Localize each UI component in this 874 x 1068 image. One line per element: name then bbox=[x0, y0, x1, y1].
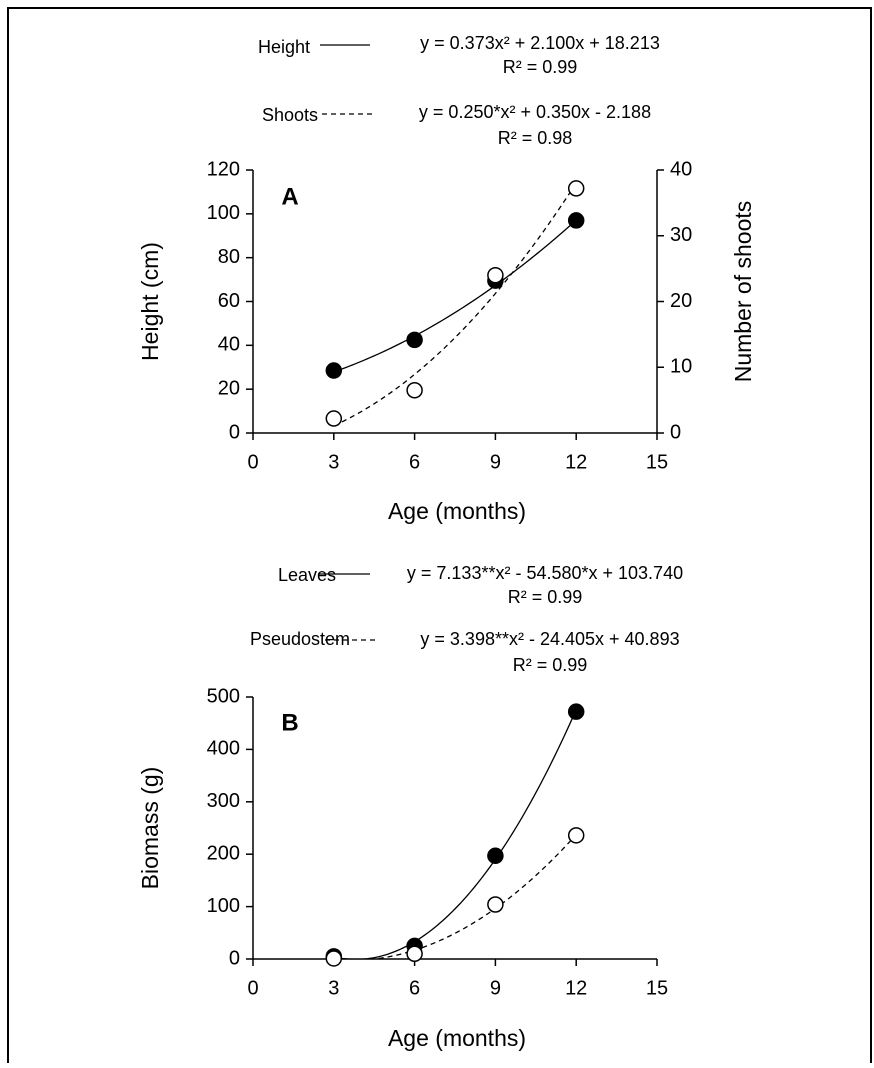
x-tick-label: 9 bbox=[490, 451, 501, 473]
data-point bbox=[567, 212, 585, 229]
legend-label: Leaves bbox=[278, 565, 336, 585]
y-tick-label: 200 bbox=[207, 842, 240, 864]
y-tick-label: 60 bbox=[218, 290, 240, 312]
x-tick-label: 12 bbox=[565, 977, 587, 999]
x-tick-label: 15 bbox=[646, 977, 668, 999]
x-tick-label: 12 bbox=[565, 451, 587, 473]
data-point bbox=[487, 266, 504, 284]
data-point bbox=[487, 896, 504, 913]
fit-curve bbox=[368, 834, 577, 959]
panel-label: B bbox=[281, 709, 298, 736]
x-tick-label: 6 bbox=[409, 451, 420, 473]
fit-r2: R² = 0.99 bbox=[508, 587, 583, 607]
x-tick-label: 0 bbox=[247, 977, 258, 999]
y-tick-label: 120 bbox=[207, 158, 240, 180]
data-point bbox=[406, 945, 423, 963]
y-tick-label: 20 bbox=[218, 377, 240, 399]
data-point bbox=[487, 847, 504, 865]
x-tick-label: 3 bbox=[328, 977, 339, 999]
data-point bbox=[406, 382, 423, 399]
legend-label: Height bbox=[258, 37, 310, 57]
fit-r2: R² = 0.99 bbox=[513, 655, 588, 675]
legend-label: Pseudostem bbox=[250, 629, 350, 649]
data-point bbox=[406, 331, 423, 349]
plot-area bbox=[333, 709, 577, 959]
y-axis-title: Biomass (g) bbox=[137, 767, 163, 890]
y-tick-label: 400 bbox=[207, 738, 240, 760]
x-tick-label: 15 bbox=[646, 451, 668, 473]
data-point bbox=[567, 180, 585, 197]
panel-label: A bbox=[281, 183, 298, 210]
y-tick-label: 0 bbox=[229, 947, 240, 969]
y-tick-label: 0 bbox=[229, 421, 240, 443]
y-tick-label: 300 bbox=[207, 790, 240, 812]
y-tick-label: 500 bbox=[207, 685, 240, 707]
frame bbox=[7, 7, 872, 1068]
data-point bbox=[567, 703, 585, 720]
data-point bbox=[325, 410, 343, 427]
fit-equation: y = 7.133**x² - 54.580*x + 103.740 bbox=[407, 563, 683, 583]
y2-axis-title: Number of shoots bbox=[730, 201, 756, 383]
x-tick-label: 6 bbox=[409, 977, 420, 999]
fit-r2: R² = 0.99 bbox=[503, 57, 578, 77]
y2-tick-label: 30 bbox=[670, 224, 692, 246]
data-point bbox=[567, 827, 585, 844]
x-tick-label: 9 bbox=[490, 977, 501, 999]
legend-label: Shoots bbox=[262, 105, 318, 125]
fit-curve bbox=[333, 219, 577, 373]
x-tick-label: 3 bbox=[328, 451, 339, 473]
plot-area bbox=[333, 182, 577, 427]
fit-equation: y = 0.373x² + 2.100x + 18.213 bbox=[420, 33, 660, 53]
fit-r2: R² = 0.98 bbox=[498, 128, 573, 148]
y-tick-label: 100 bbox=[207, 202, 240, 224]
x-axis-title: Age (months) bbox=[388, 1025, 526, 1051]
x-tick-label: 0 bbox=[247, 451, 258, 473]
y-axis-title: Height (cm) bbox=[137, 242, 163, 361]
y-tick-label: 80 bbox=[218, 246, 240, 268]
y2-tick-label: 0 bbox=[670, 421, 681, 443]
x-axis-title: Age (months) bbox=[388, 498, 526, 524]
fit-equation: y = 0.250*x² + 0.350x - 2.188 bbox=[419, 102, 651, 122]
y2-tick-label: 40 bbox=[670, 158, 692, 180]
fit-equation: y = 3.398**x² - 24.405x + 40.893 bbox=[420, 629, 679, 649]
fit-curve bbox=[333, 709, 577, 959]
data-point bbox=[325, 362, 343, 379]
y-tick-label: 40 bbox=[218, 334, 240, 356]
y2-tick-label: 20 bbox=[670, 290, 692, 312]
y2-tick-label: 10 bbox=[670, 356, 692, 378]
y-tick-label: 100 bbox=[207, 895, 240, 917]
data-point bbox=[325, 950, 343, 967]
fit-curve bbox=[333, 182, 577, 427]
